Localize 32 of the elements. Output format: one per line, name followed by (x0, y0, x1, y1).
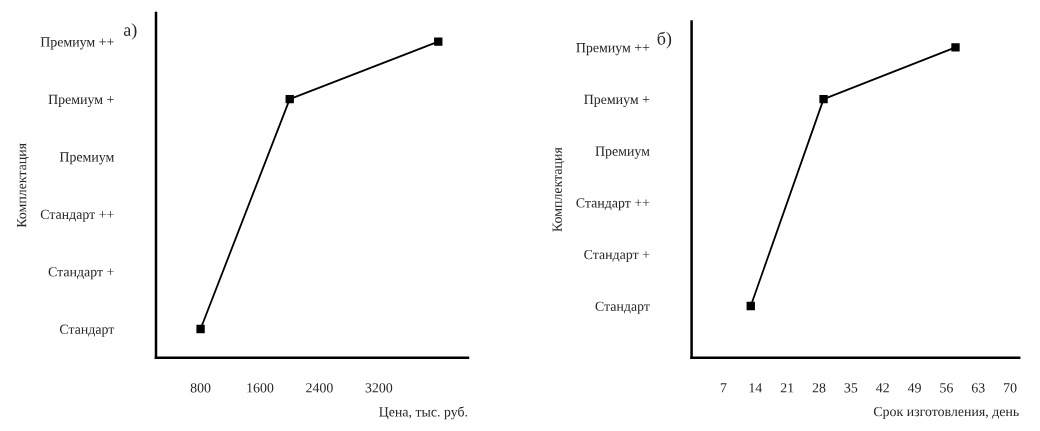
y-tick-label: Премиум ++ (40, 37, 114, 50)
x-tick-label: 3200 (365, 383, 393, 393)
y-tick-label: Стандарт ++ (40, 209, 114, 222)
x-axis-title: Цена, тыс. руб. (379, 406, 468, 420)
y-tick-label: Премиум + (48, 94, 114, 107)
x-tick-label: 7 (720, 383, 727, 393)
x-tick-label: 28 (812, 383, 826, 393)
x-tick-label: 800 (190, 383, 211, 393)
y-tick-label: Премиум + (584, 94, 650, 107)
x-tick-label: 21 (780, 383, 794, 393)
x-tick-label: 1600 (247, 383, 274, 393)
text: а) (123, 23, 137, 40)
y-axis-title: Комплектация (552, 147, 565, 232)
y-tick-label: Стандарт (59, 324, 115, 337)
x-tick-label: 42 (876, 383, 889, 393)
y-tick-label: Стандарт (595, 301, 650, 314)
text: б) (657, 31, 672, 49)
y-tick-label: Стандарт ++ (576, 198, 650, 211)
x-tick-label: 2400 (306, 383, 333, 393)
y-tick-label: Стандарт + (584, 249, 650, 263)
x-tick-label: 35 (844, 383, 858, 393)
x-tick-label: 49 (907, 383, 921, 393)
y-axis-title: Комплектация (17, 143, 29, 228)
x-tick-label: 70 (1004, 383, 1017, 393)
y-tick-label: Премиум ++ (576, 43, 650, 56)
y-tick-label: Стандарт + (48, 267, 114, 280)
x-tick-label: 14 (749, 383, 763, 393)
y-tick-label: Премиум (595, 146, 650, 159)
x-axis-title: Срок изготовления, день (873, 406, 1019, 420)
x-tick-label: 63 (971, 383, 985, 393)
x-tick-label: 56 (940, 383, 953, 393)
y-tick-label: Премиум (59, 152, 115, 165)
